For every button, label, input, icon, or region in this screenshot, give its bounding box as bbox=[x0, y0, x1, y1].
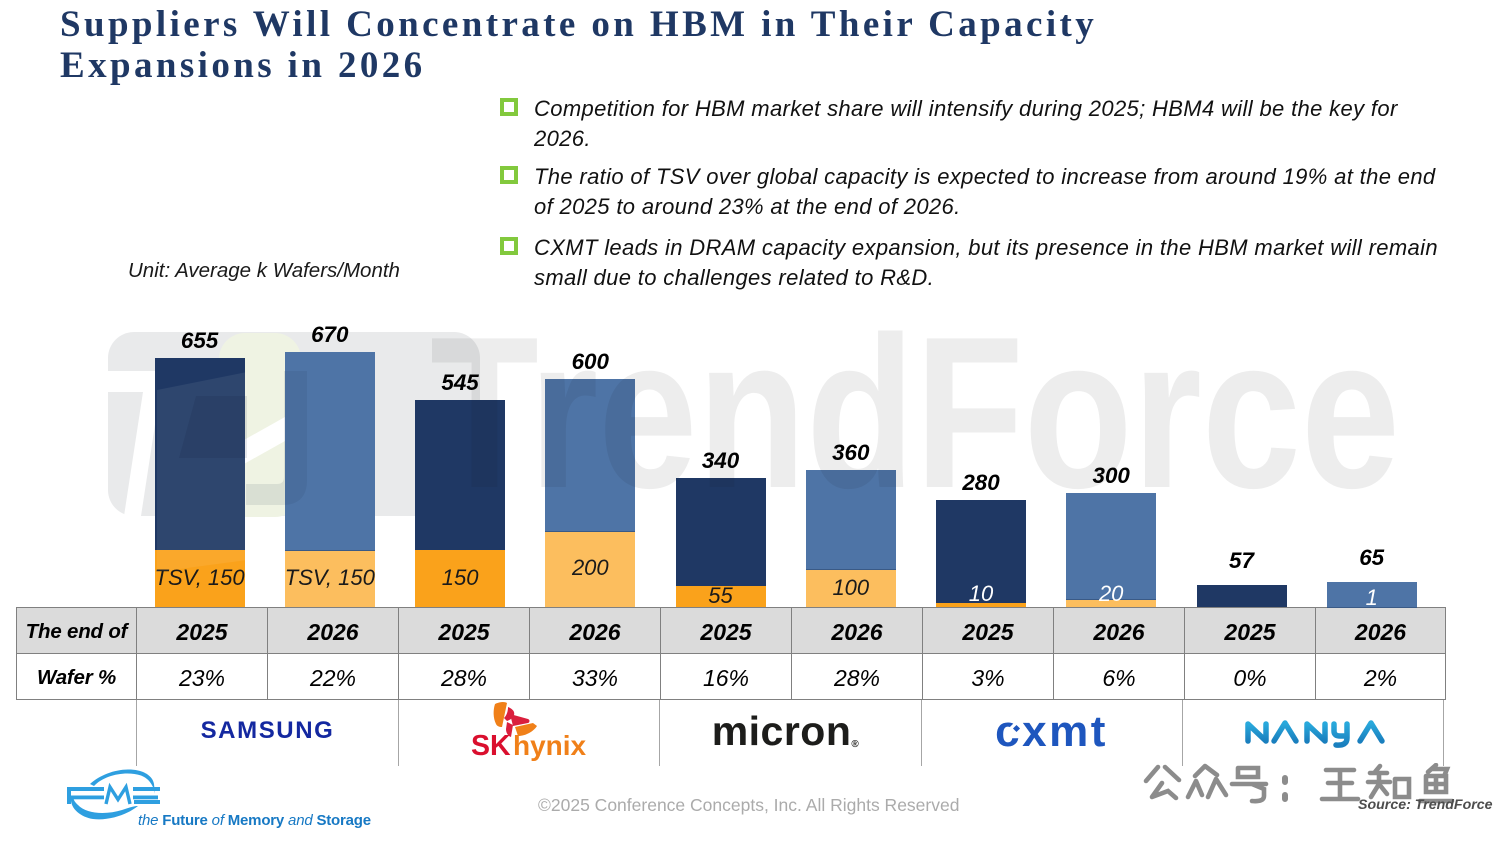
svg-text:hynix: hynix bbox=[513, 730, 587, 761]
svg-text:SK: SK bbox=[471, 730, 511, 762]
